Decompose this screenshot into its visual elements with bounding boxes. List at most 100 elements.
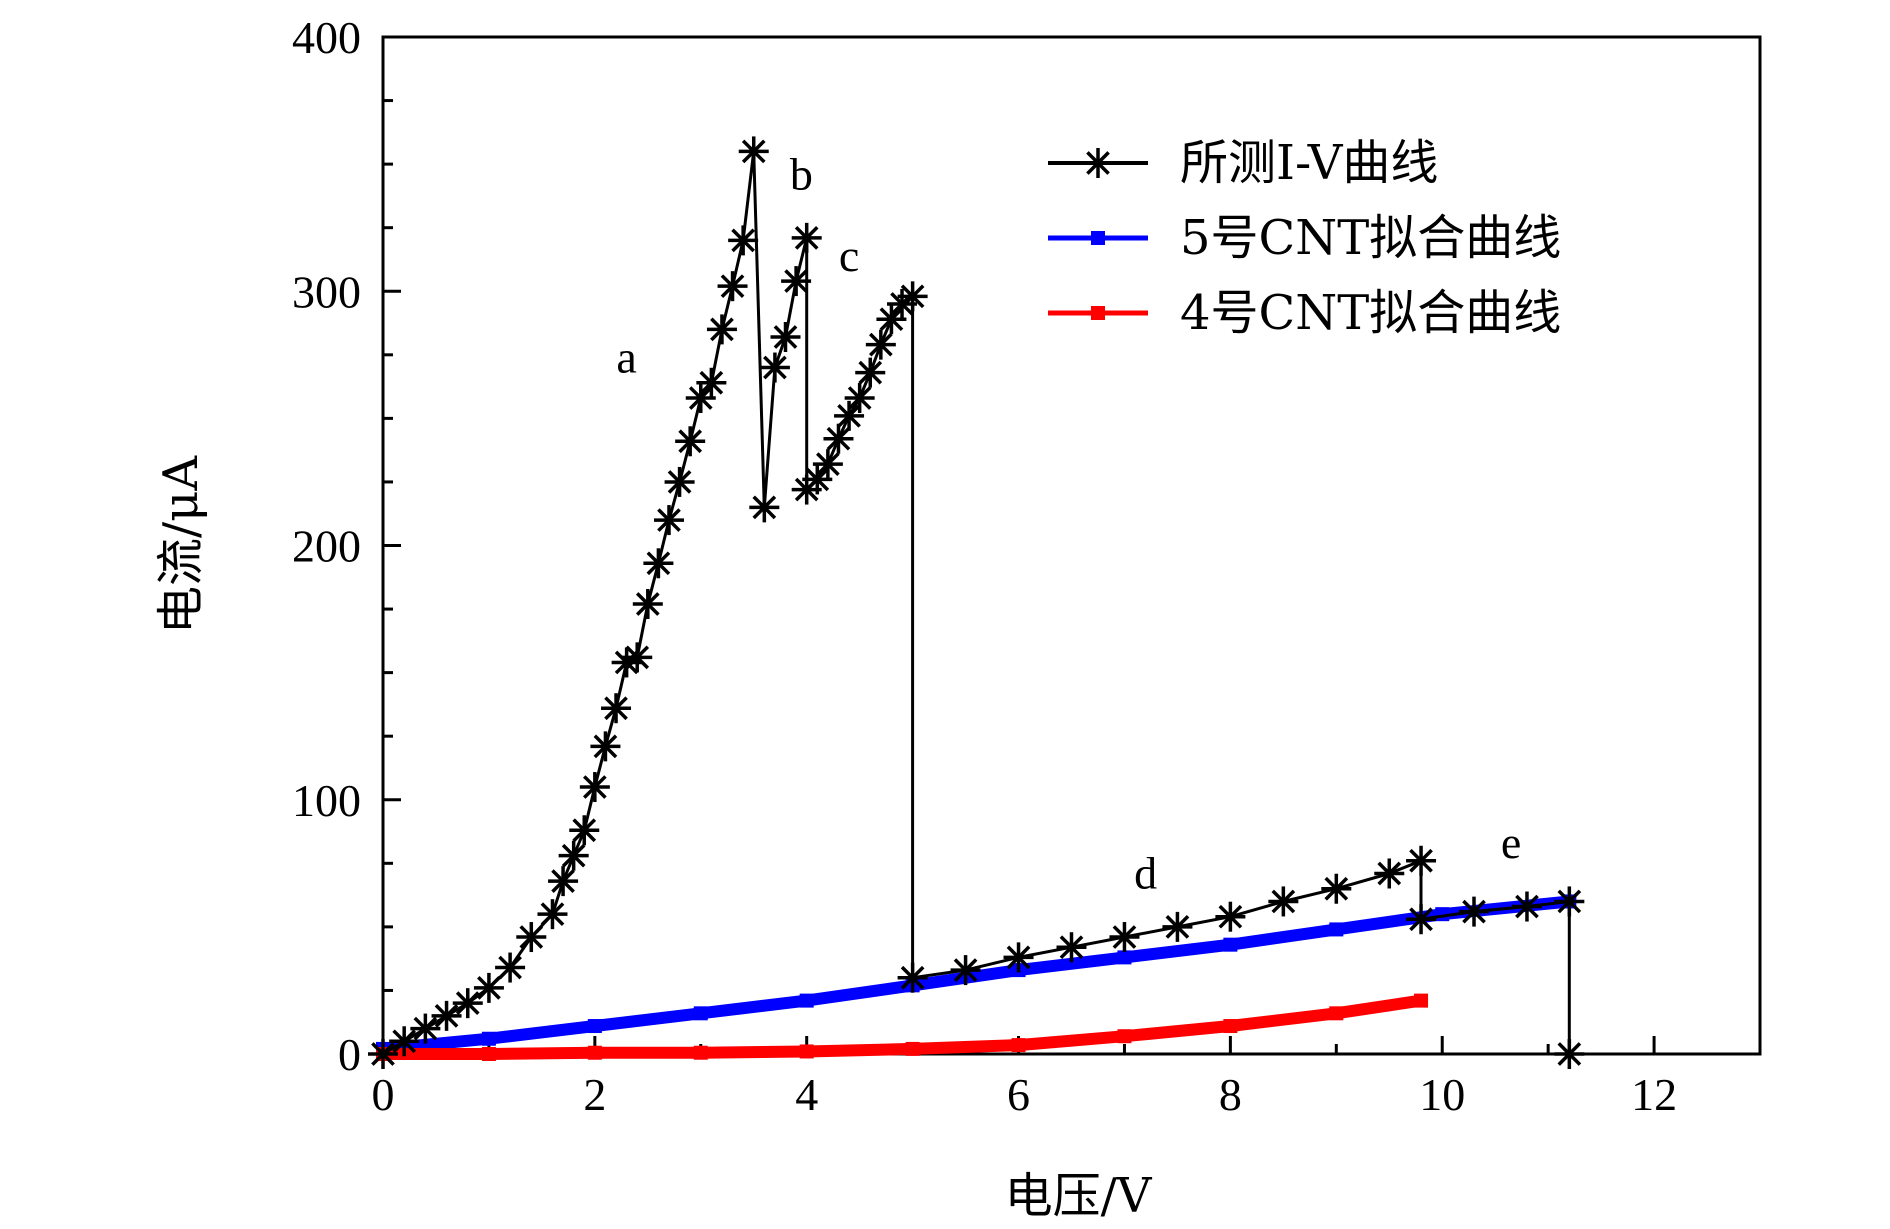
x-axis-title: 电压/V [1005,1168,1153,1224]
data-point [587,1019,602,1034]
data-point [516,922,547,953]
data-point [749,492,780,523]
data-point [664,466,695,497]
x-tick-label: 8 [1219,1069,1242,1120]
data-point [1117,1029,1132,1044]
legend-entry: 5号CNT拟合曲线 [1048,210,1561,266]
data-point [481,1031,496,1046]
x-tick-label: 12 [1631,1069,1677,1120]
data-point [1056,932,1087,963]
data-point [1003,942,1034,973]
data-point [685,383,716,414]
data-point [897,962,928,993]
data-point [844,383,875,414]
data-point [759,352,790,383]
data-point [1109,922,1140,953]
y-tick-label: 0 [338,1029,361,1080]
data-point [1011,1038,1026,1053]
data-point [823,423,854,454]
data-point [495,952,526,983]
x-tick-label: 0 [372,1069,395,1120]
curve-label-a: a [616,332,636,383]
data-point [569,815,600,846]
y-axis-title: 电流/μA [153,455,209,634]
data-point [1554,1039,1585,1069]
data-point [1083,148,1113,178]
data-point [1223,1019,1238,1034]
data-point [905,1041,920,1056]
data-point [876,304,907,335]
data-point [452,988,483,1019]
data-point [590,731,621,762]
y-tick-label: 400 [292,12,361,63]
curve-label-d: d [1134,848,1157,899]
data-point [717,271,748,302]
data-point [1329,1006,1344,1021]
data-point [812,449,843,480]
data-point [410,1013,441,1044]
series-layer [368,136,1585,1069]
data-point [738,136,769,167]
data-point [1268,886,1299,917]
annotations: a bc d e [616,149,1521,899]
data-point [693,1045,708,1060]
legend-label: 4号CNT拟合曲线 [1180,285,1561,341]
data-point [579,772,610,803]
legend-entry: 4号CNT拟合曲线 [1048,285,1561,341]
y-tick-label: 200 [292,521,361,572]
data-point [802,464,833,495]
data-point [368,1039,398,1069]
data-point [855,357,886,388]
data-point [770,322,801,353]
data-point [706,314,737,345]
data-point [728,225,759,256]
legend-entry: 所测I-V曲线 [1048,135,1438,191]
data-point [693,1006,708,1021]
data-point [1511,891,1542,922]
legend-label: 所测I-V曲线 [1180,135,1438,191]
data-point [537,899,568,930]
data-point [1459,896,1490,927]
data-point [1329,922,1344,937]
data-point [1321,873,1352,904]
series-0 [368,136,1585,1069]
x-tick-label: 6 [1007,1069,1030,1120]
data-point [1414,993,1429,1008]
curve-label-e: e [1501,817,1521,868]
data-point [643,548,674,579]
series-2 [376,993,1429,1061]
data-point [675,426,706,457]
x-tick-label: 4 [795,1069,818,1120]
data-point [548,866,579,897]
data-point [865,329,896,360]
data-point [1223,937,1238,952]
y-tick-label: 300 [292,266,361,317]
data-point [473,972,504,1003]
data-point [1162,911,1193,942]
data-point [622,642,653,673]
data-point [781,266,812,297]
data-point [653,505,684,536]
data-point [587,1045,602,1060]
data-point [1091,231,1105,245]
data-point [799,993,814,1008]
data-point [431,1000,462,1031]
curve-label-b: b [790,149,813,200]
x-tick-label: 10 [1419,1069,1465,1120]
data-point [1406,904,1437,935]
data-point [1406,845,1437,876]
data-point [950,955,981,986]
data-point [1554,886,1585,917]
data-point [696,367,727,398]
data-point [632,588,663,619]
data-point [481,1047,496,1061]
data-point [558,840,589,871]
legend: 所测I-V曲线 5号CNT拟合曲线 4号CNT拟合曲线 [1048,135,1561,341]
x-tick-label: 2 [583,1069,606,1120]
y-tick-label: 100 [292,775,361,826]
data-point [601,693,632,724]
axis-ticks: 0 2 4 6 8 10 12 0 100 200 300 400 [292,12,1677,1120]
data-point [1091,306,1105,320]
data-point [1215,901,1246,932]
